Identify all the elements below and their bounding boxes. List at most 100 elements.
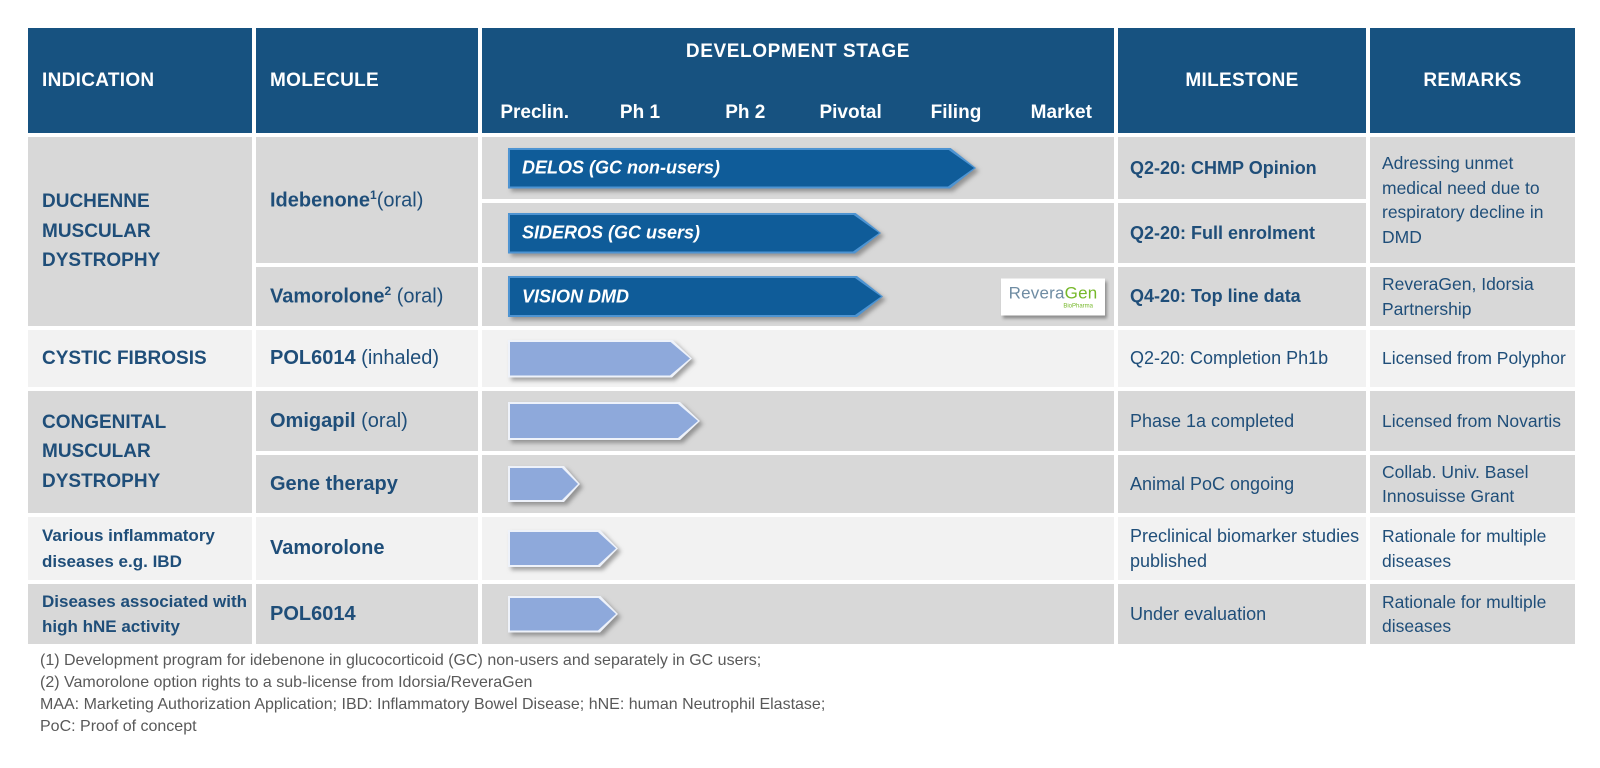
milestone-text: Phase 1a completed: [1130, 410, 1295, 431]
molecule-footnote-ref: 2: [384, 284, 392, 299]
footnote-2: (2) Vamorolone option rights to a sub-li…: [40, 673, 533, 691]
cell-indication-hne: Diseases associated with high hNE activi…: [28, 584, 252, 644]
remark-text: Adressing unmet medical need due to resp…: [1382, 153, 1544, 247]
cell-stage-pol6014-hne: [482, 584, 1114, 644]
cell-milestone-phase1a: Phase 1a completed: [1118, 391, 1366, 451]
stage-label-filing: Filing: [930, 102, 982, 123]
milestone-text: Q2-20: Full enrolment: [1130, 222, 1316, 243]
cell-remark-novartis: Licensed from Novartis: [1370, 391, 1575, 451]
molecule-name: Omigapil: [270, 409, 356, 432]
stage-label-pivotal: Pivotal: [819, 102, 882, 123]
milestone-text: Animal PoC ongoing: [1130, 473, 1295, 494]
pipeline-table: INDICATION MOLECULE DEVELOPMENT STAGE Pr…: [28, 28, 1575, 644]
column-header-molecule: MOLECULE: [256, 28, 478, 133]
cell-remark-polyphor: Licensed from Polyphor: [1370, 330, 1575, 387]
milestone-text: Under evaluation: [1130, 603, 1267, 624]
molecule-vamorolone2-label: Vamorolone: [270, 537, 384, 560]
indication-ibd-label: Various inflammatory diseases e.g. IBD: [42, 526, 215, 571]
molecule-gene-therapy-label: Gene therapy: [270, 473, 398, 496]
pipeline-arrow-pol6014-hne: [508, 596, 618, 633]
pipeline-arrow-vision-dmd: VISION DMD: [508, 276, 883, 317]
cell-indication-cmd: CONGENITAL MUSCULAR DYSTROPHY: [28, 391, 252, 513]
molecule-name: Gene therapy: [270, 472, 398, 495]
cell-milestone-ph1b: Q2-20: Completion Ph1b: [1118, 330, 1366, 387]
cell-stage-omigapil: [482, 391, 1114, 451]
molecule-name: POL6014: [270, 347, 356, 369]
cell-milestone-chmp: Q2-20: CHMP Opinion: [1118, 137, 1366, 199]
remark-text: Rationale for multiple diseases: [1382, 591, 1547, 637]
cell-remark-rationale-hne: Rationale for multiple diseases: [1370, 584, 1575, 644]
milestone-text: Q2-20: CHMP Opinion: [1130, 157, 1317, 178]
cell-stage-delos: DELOS (GC non-users): [482, 137, 1114, 199]
cell-stage-gene-therapy: [482, 455, 1114, 513]
arrow-fill: [510, 468, 578, 500]
cell-molecule-gene-therapy: Gene therapy: [256, 455, 478, 513]
column-header-milestone: MILESTONE: [1118, 28, 1366, 133]
arrow-fill: [510, 215, 879, 252]
header-indication-label: INDICATION: [42, 69, 155, 91]
cell-indication-cystic-fibrosis: CYSTIC FIBROSIS: [28, 330, 252, 387]
logo-biopharma-text: BioPharma: [1063, 303, 1093, 310]
cell-remark-basel: Collab. Univ. Basel Innosuisse Grant: [1370, 455, 1575, 513]
milestone-text: Q2-20: Completion Ph1b: [1130, 348, 1329, 369]
footnote-1: (1) Development program for idebenone in…: [40, 652, 762, 669]
indication-cmd-label: CONGENITAL MUSCULAR DYSTROPHY: [42, 411, 166, 492]
arrow-fill: [510, 278, 881, 315]
footnotes: (1) Development program for idebenone in…: [40, 650, 825, 738]
cell-milestone-enrolment: Q2-20: Full enrolment: [1118, 203, 1366, 263]
indication-cf-label: CYSTIC FIBROSIS: [42, 347, 207, 369]
column-header-remarks: REMARKS: [1370, 28, 1575, 133]
molecule-footnote-ref: 1: [370, 187, 377, 202]
reveragen-logo-text: ReveraGen: [1009, 284, 1098, 304]
molecule-pol6014-label: POL6014 (inhaled): [270, 347, 439, 370]
stage-label-ph1: Ph 1: [619, 102, 661, 123]
cell-remark-dmd-unmet-need: Adressing unmet medical need due to resp…: [1370, 137, 1575, 263]
molecule-name: POL6014: [270, 602, 356, 625]
pipeline-arrow-pol6014-cf: [508, 340, 692, 378]
header-molecule-label: MOLECULE: [270, 69, 380, 91]
pipeline-arrow-gene-therapy: [508, 466, 580, 502]
cell-remark-reveragen: ReveraGen, Idorsia Partnership: [1370, 267, 1575, 326]
cell-molecule-pol6014-cf: POL6014 (inhaled): [256, 330, 478, 387]
cell-molecule-vamorolone-dmd: Vamorolone2 (oral): [256, 267, 478, 326]
arrow-label: DELOS (GC non-users): [522, 157, 721, 178]
stage-label-ph2: Ph 2: [725, 102, 766, 123]
stage-subheaders: Preclin. Ph 1 Ph 2 Pivotal Filing Market: [482, 102, 1114, 124]
cell-milestone-topline: Q4-20: Top line data: [1118, 267, 1366, 326]
indication-dmd-label: DUCHENNE MUSCULAR DYSTROPHY: [42, 191, 161, 272]
cell-stage-sideros: SIDEROS (GC users): [482, 203, 1114, 263]
molecule-vamorolone-label: Vamorolone2 (oral): [270, 284, 443, 309]
header-remarks-label: REMARKS: [1423, 69, 1522, 91]
pipeline-arrow-omigapil: [508, 402, 700, 440]
column-header-development-stage: DEVELOPMENT STAGE Preclin. Ph 1 Ph 2 Piv…: [482, 28, 1114, 133]
cell-stage-pol6014-cf: [482, 330, 1114, 387]
arrow-fill: [510, 532, 616, 565]
column-header-indication: INDICATION: [28, 28, 252, 133]
arrow-fill: [510, 404, 698, 438]
cell-molecule-pol6014-hne: POL6014: [256, 584, 478, 644]
footnote-abbreviations: MAA: Marketing Authorization Application…: [40, 695, 826, 713]
molecule-omigapil-label: Omigapil (oral): [270, 410, 408, 433]
molecule-route: (oral): [391, 285, 444, 308]
stage-label-market: Market: [1030, 102, 1092, 123]
arrow-fill: [510, 150, 974, 187]
arrow-fill: [510, 342, 690, 376]
development-stage-title: DEVELOPMENT STAGE: [685, 41, 911, 62]
cell-milestone-animal-poc: Animal PoC ongoing: [1118, 455, 1366, 513]
remark-text: ReveraGen, Idorsia Partnership: [1382, 274, 1534, 319]
pipeline-arrow-sideros: SIDEROS (GC users): [508, 213, 881, 254]
molecule-pol6014-2-label: POL6014: [270, 603, 356, 626]
molecule-idebenone-label: Idebenone1(oral): [270, 188, 423, 213]
molecule-name: Idebenone: [270, 189, 371, 212]
molecule-name: Vamorolone: [270, 285, 385, 308]
footnote-poc: PoC: Proof of concept: [40, 717, 197, 735]
cell-molecule-vamorolone-ibd: Vamorolone: [256, 517, 478, 580]
header-milestone-label: MILESTONE: [1185, 69, 1299, 91]
indication-hne-label: Diseases associated with high hNE activi…: [42, 591, 248, 637]
remark-text: Collab. Univ. Basel Innosuisse Grant: [1382, 461, 1529, 507]
cell-indication-ibd: Various inflammatory diseases e.g. IBD: [28, 517, 252, 580]
remark-text: Licensed from Polyphor: [1382, 348, 1566, 369]
pipeline-arrow-delos: DELOS (GC non-users): [508, 148, 976, 189]
remark-text: Licensed from Novartis: [1382, 410, 1561, 431]
